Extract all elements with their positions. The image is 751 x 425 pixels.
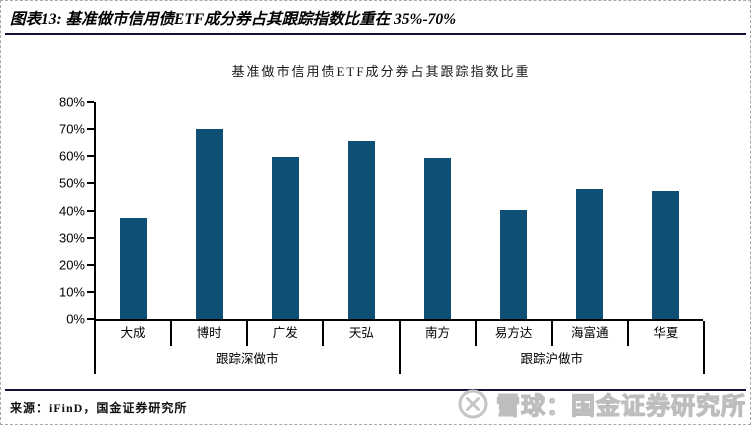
x-axis-category-label: 广发 xyxy=(248,321,325,346)
bar-slot xyxy=(475,102,551,319)
bar-广发 xyxy=(272,156,300,319)
y-axis-label: 70% xyxy=(58,121,85,137)
bar-博时 xyxy=(196,129,224,319)
bar-华夏 xyxy=(651,190,679,319)
x-axis-category-label: 天弘 xyxy=(324,321,401,346)
y-axis-label: 0% xyxy=(66,311,85,327)
bar-slot xyxy=(172,102,248,319)
x-axis-category-label: 南方 xyxy=(401,321,477,346)
x-axis-category-label: 博时 xyxy=(172,321,249,346)
x-axis-category-label: 华夏 xyxy=(653,326,679,340)
y-axis-label: 80% xyxy=(58,94,85,110)
y-axis-label: 10% xyxy=(58,284,85,300)
y-axis-label: 30% xyxy=(58,230,85,246)
y-axis-tick xyxy=(87,318,94,320)
header-divider xyxy=(5,33,746,35)
xueqiu-logo-icon xyxy=(458,389,488,418)
y-axis-tick xyxy=(87,155,94,158)
footer-divider xyxy=(5,389,746,391)
source-text: 来源：iFinD，国金证券研究所 xyxy=(10,401,188,415)
bar-slot xyxy=(400,102,476,319)
watermark-text: 雪球：国金证券研究所 xyxy=(495,392,746,420)
y-axis-tick xyxy=(87,101,94,103)
x-axis-category-label: 海富通 xyxy=(553,321,629,346)
bar-大成 xyxy=(120,217,148,319)
y-axis-tick xyxy=(87,263,94,266)
bar-slot xyxy=(324,102,400,319)
x-axis-group-row: 跟踪深做市 跟踪沪做市 xyxy=(94,346,705,374)
y-axis-label: 50% xyxy=(58,175,85,191)
x-axis-category-label: 大成 xyxy=(96,321,173,346)
bar-南方 xyxy=(423,157,451,319)
chart-title: 基准做市信用债ETF成分券占其跟踪指数比重 xyxy=(231,64,531,79)
y-axis-tick xyxy=(87,290,94,293)
y-axis-label: 60% xyxy=(58,148,85,164)
bar-chart-plot-area xyxy=(94,102,703,321)
bar-slot xyxy=(248,102,324,319)
x-axis-group-label: 跟踪沪做市 xyxy=(520,352,583,366)
x-axis-category-row: 大成 博时 广发 天弘 南方 易方达 海富通 华夏 xyxy=(94,321,705,346)
x-axis-group-label: 跟踪深做市 xyxy=(96,346,401,374)
y-axis-label: 40% xyxy=(58,203,85,218)
figure-header-title: 图表13: 基准做市信用债ETF成分券占其跟踪指数比重在 35%-70% xyxy=(10,11,457,28)
x-axis-category-label: 易方达 xyxy=(477,321,553,346)
y-axis-tick xyxy=(87,209,94,212)
y-axis-tick xyxy=(87,236,94,239)
y-axis-tick xyxy=(87,128,94,131)
watermark: 雪球：国金证券研究所 xyxy=(457,386,746,421)
bar-天弘 xyxy=(348,141,376,319)
bar-海富通 xyxy=(575,188,603,319)
y-axis-label: 20% xyxy=(58,257,85,273)
y-axis-tick xyxy=(87,182,94,185)
bar-slot xyxy=(96,102,172,319)
bar-slot xyxy=(627,102,703,319)
bar-易方达 xyxy=(499,209,527,319)
bar-slot xyxy=(551,102,627,319)
